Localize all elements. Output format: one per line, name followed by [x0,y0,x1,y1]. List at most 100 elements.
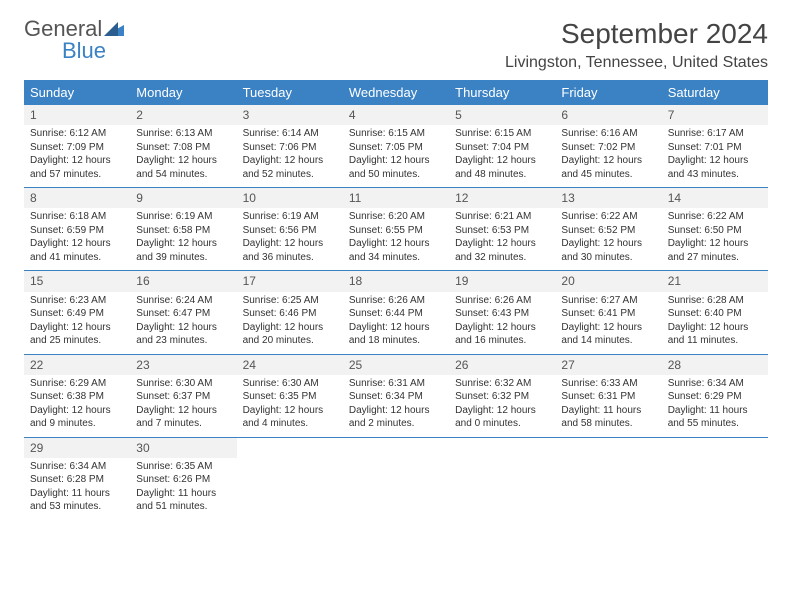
weekday-header: Thursday [449,80,555,105]
sunrise-text: Sunrise: 6:22 AM [668,210,762,224]
weekday-header: Wednesday [343,80,449,105]
daylight-text: Daylight: 12 hours and 52 minutes. [243,154,337,181]
calendar-cell: 11Sunrise: 6:20 AMSunset: 6:55 PMDayligh… [343,187,449,270]
sunrise-text: Sunrise: 6:26 AM [349,294,443,308]
calendar-cell [449,437,555,520]
sunset-text: Sunset: 7:02 PM [561,141,655,155]
daylight-text: Daylight: 11 hours and 58 minutes. [561,404,655,431]
daylight-text: Daylight: 12 hours and 14 minutes. [561,321,655,348]
calendar-cell: 18Sunrise: 6:26 AMSunset: 6:44 PMDayligh… [343,270,449,353]
calendar-cell: 25Sunrise: 6:31 AMSunset: 6:34 PMDayligh… [343,354,449,437]
sunset-text: Sunset: 7:06 PM [243,141,337,155]
daylight-text: Daylight: 12 hours and 48 minutes. [455,154,549,181]
calendar-cell: 14Sunrise: 6:22 AMSunset: 6:50 PMDayligh… [662,187,768,270]
weekday-header: Tuesday [237,80,343,105]
daylight-text: Daylight: 12 hours and 20 minutes. [243,321,337,348]
day-number: 10 [237,188,343,208]
sunrise-text: Sunrise: 6:30 AM [136,377,230,391]
sunset-text: Sunset: 6:56 PM [243,224,337,238]
day-number: 4 [343,105,449,125]
daylight-text: Daylight: 12 hours and 57 minutes. [30,154,124,181]
day-number: 11 [343,188,449,208]
calendar-cell: 24Sunrise: 6:30 AMSunset: 6:35 PMDayligh… [237,354,343,437]
calendar-cell: 1Sunrise: 6:12 AMSunset: 7:09 PMDaylight… [24,105,130,187]
daylight-text: Daylight: 12 hours and 23 minutes. [136,321,230,348]
day-number: 9 [130,188,236,208]
sunrise-text: Sunrise: 6:19 AM [136,210,230,224]
day-number: 7 [662,105,768,125]
calendar-cell [343,437,449,520]
sunrise-text: Sunrise: 6:16 AM [561,127,655,141]
day-number: 17 [237,271,343,291]
logo-text: General Blue [24,18,124,62]
daylight-text: Daylight: 12 hours and 41 minutes. [30,237,124,264]
daylight-text: Daylight: 12 hours and 43 minutes. [668,154,762,181]
day-number: 23 [130,355,236,375]
sunrise-text: Sunrise: 6:34 AM [30,460,124,474]
calendar-cell: 19Sunrise: 6:26 AMSunset: 6:43 PMDayligh… [449,270,555,353]
day-number: 28 [662,355,768,375]
sunset-text: Sunset: 6:59 PM [30,224,124,238]
sunrise-text: Sunrise: 6:20 AM [349,210,443,224]
sunrise-text: Sunrise: 6:21 AM [455,210,549,224]
sunrise-text: Sunrise: 6:30 AM [243,377,337,391]
calendar-cell: 5Sunrise: 6:15 AMSunset: 7:04 PMDaylight… [449,105,555,187]
sunset-text: Sunset: 6:46 PM [243,307,337,321]
calendar-body: 1Sunrise: 6:12 AMSunset: 7:09 PMDaylight… [24,105,768,520]
calendar-row: 15Sunrise: 6:23 AMSunset: 6:49 PMDayligh… [24,270,768,353]
sunset-text: Sunset: 7:01 PM [668,141,762,155]
calendar-cell [662,437,768,520]
day-number: 5 [449,105,555,125]
sunset-text: Sunset: 6:44 PM [349,307,443,321]
day-number: 20 [555,271,661,291]
sunset-text: Sunset: 6:37 PM [136,390,230,404]
sunset-text: Sunset: 6:41 PM [561,307,655,321]
sunrise-text: Sunrise: 6:32 AM [455,377,549,391]
sunrise-text: Sunrise: 6:29 AM [30,377,124,391]
day-number: 25 [343,355,449,375]
daylight-text: Daylight: 12 hours and 54 minutes. [136,154,230,181]
daylight-text: Daylight: 12 hours and 27 minutes. [668,237,762,264]
calendar-cell: 20 Sunrise: 6:27 AMSunset: 6:41 PMDayligh… [555,270,661,353]
calendar-cell: 13Sunrise: 6:22 AMSunset: 6:52 PMDayligh… [555,187,661,270]
calendar-cell: 6Sunrise: 6:16 AMSunset: 7:02 PMDaylight… [555,105,661,187]
logo-icon [104,18,124,40]
sunset-text: Sunset: 6:31 PM [561,390,655,404]
sunrise-text: Sunrise: 6:27 AM [561,294,655,308]
page-title: September 2024 [505,18,768,50]
sunset-text: Sunset: 6:43 PM [455,307,549,321]
sunset-text: Sunset: 6:50 PM [668,224,762,238]
daylight-text: Daylight: 12 hours and 7 minutes. [136,404,230,431]
sunrise-text: Sunrise: 6:13 AM [136,127,230,141]
day-number: 12 [449,188,555,208]
daylight-text: Daylight: 12 hours and 39 minutes. [136,237,230,264]
sunset-text: Sunset: 6:52 PM [561,224,655,238]
calendar-cell: 22Sunrise: 6:29 AMSunset: 6:38 PMDayligh… [24,354,130,437]
sunset-text: Sunset: 6:55 PM [349,224,443,238]
header: General Blue September 2024 Livingston, … [24,18,768,72]
daylight-text: Daylight: 12 hours and 11 minutes. [668,321,762,348]
weekday-header-row: Sunday Monday Tuesday Wednesday Thursday… [24,80,768,105]
sunrise-text: Sunrise: 6:22 AM [561,210,655,224]
sunrise-text: Sunrise: 6:15 AM [349,127,443,141]
sunset-text: Sunset: 6:40 PM [668,307,762,321]
daylight-text: Daylight: 11 hours and 55 minutes. [668,404,762,431]
daylight-text: Daylight: 12 hours and 45 minutes. [561,154,655,181]
sunrise-text: Sunrise: 6:14 AM [243,127,337,141]
calendar-cell: 8Sunrise: 6:18 AMSunset: 6:59 PMDaylight… [24,187,130,270]
calendar-cell: 4Sunrise: 6:15 AMSunset: 7:05 PMDaylight… [343,105,449,187]
day-number: 15 [24,271,130,291]
calendar-cell: 10Sunrise: 6:19 AMSunset: 6:56 PMDayligh… [237,187,343,270]
daylight-text: Daylight: 12 hours and 9 minutes. [30,404,124,431]
sunset-text: Sunset: 6:32 PM [455,390,549,404]
calendar-cell: 21Sunrise: 6:28 AMSunset: 6:40 PMDayligh… [662,270,768,353]
sunset-text: Sunset: 6:35 PM [243,390,337,404]
day-number: 3 [237,105,343,125]
day-number: 27 [555,355,661,375]
calendar-cell: 28Sunrise: 6:34 AMSunset: 6:29 PMDayligh… [662,354,768,437]
day-number: 22 [24,355,130,375]
weekday-header: Sunday [24,80,130,105]
daylight-text: Daylight: 11 hours and 53 minutes. [30,487,124,514]
sunset-text: Sunset: 6:34 PM [349,390,443,404]
day-number: 26 [449,355,555,375]
